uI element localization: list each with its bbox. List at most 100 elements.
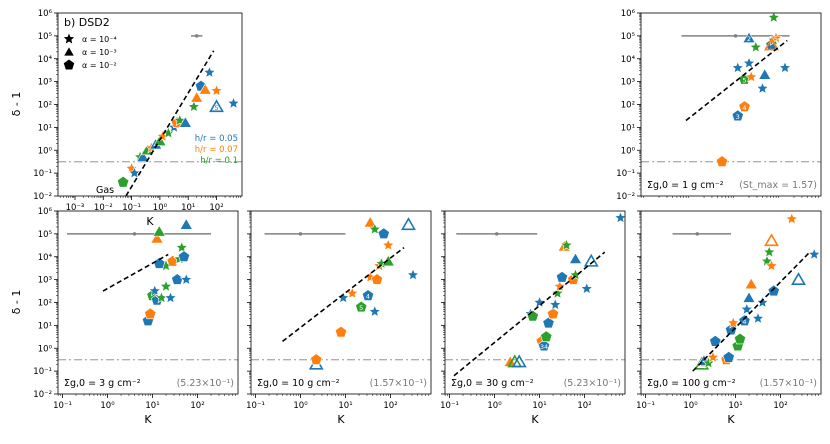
data-point-star (740, 302, 754, 315)
data-point-tri (758, 68, 772, 80)
panel-frame (640, 12, 822, 197)
data-point-star (336, 291, 350, 304)
data-point-tri (209, 99, 224, 113)
data-point-star (756, 295, 769, 308)
error-bar-center (733, 34, 738, 38)
data-point-star (762, 245, 776, 258)
panel-frame (444, 210, 626, 395)
point-label: 34 (540, 343, 548, 351)
data-point-star (706, 350, 720, 363)
y-tick-label: 10⁰ (38, 344, 53, 354)
y-tick-label: 10⁵ (38, 230, 52, 240)
data-point-pent (722, 351, 735, 363)
y-tick-label: 10³ (38, 78, 52, 88)
y-axis-label-bottom: δ - 1 (10, 290, 23, 315)
panel-plot-area (58, 218, 238, 361)
fit-line (453, 251, 606, 377)
x-tick-label: 10² (190, 401, 204, 411)
panel-frame (640, 210, 822, 395)
data-point-star (749, 40, 763, 53)
y-tick-label: 10³ (621, 78, 635, 88)
data-point-star (148, 284, 162, 297)
data-point-pent (738, 314, 751, 326)
x-tick-label: 10⁰ (293, 401, 308, 411)
point-label: 5 (774, 35, 778, 43)
data-point-star (533, 295, 546, 308)
error-bar-center (194, 34, 199, 38)
panel-frame (250, 210, 432, 395)
panel-plot-area: 5 (58, 34, 242, 196)
x-tick-label: 10⁻² (94, 203, 113, 213)
fit-line (102, 253, 169, 292)
panel-F: 10⁻¹ 10⁰ 10¹ 10² K 4 Σg,0 = 100 g cm⁻² (1.57×10… (636, 210, 822, 426)
y-tick-label: 10⁻¹ (616, 169, 635, 179)
y-tick-label: 10⁶ (621, 9, 636, 19)
x-tick-label: 10⁻¹ (122, 203, 141, 213)
data-point-star (210, 83, 223, 97)
y-tick-label: 10⁴ (38, 55, 53, 65)
y-tick-label: 10¹ (38, 123, 52, 133)
data-point-star (179, 272, 193, 286)
data-point-pent (555, 270, 569, 283)
x-tick-label: 10⁰ (683, 401, 698, 411)
data-point-star (548, 298, 562, 311)
panel-plot-area: 54 (251, 215, 431, 370)
data-point-tri (583, 253, 599, 267)
data-point-star (368, 222, 382, 235)
data-point-tri (152, 225, 166, 237)
data-point-pent (733, 332, 747, 345)
panel-st-value: (1.57×10⁻¹) (370, 378, 427, 389)
x-tick-label: 10² (209, 203, 223, 213)
data-point-star (731, 61, 745, 74)
y-tick-label: 10¹ (38, 321, 52, 331)
data-point-tri (742, 291, 756, 303)
legend-pentagon-icon (63, 59, 75, 70)
data-point-star (127, 166, 141, 179)
error-bar-center (298, 232, 303, 236)
y-tick-label: 10⁰ (38, 146, 53, 156)
x-axis-label: K (531, 413, 539, 426)
data-point-star (807, 247, 821, 260)
legend-alpha-label: α = 10⁻² (82, 61, 117, 70)
y-tick-label: 10⁰ (621, 146, 636, 156)
x-tick-label: 10² (383, 401, 397, 411)
data-point-tri (198, 83, 212, 95)
x-tick-label: 10⁰ (487, 401, 502, 411)
data-point-tri (742, 31, 756, 44)
panel-title: b) DSD2 (64, 16, 110, 29)
data-point-pent (117, 175, 130, 188)
data-point-star (767, 13, 781, 24)
data-point-star (751, 311, 765, 325)
panel-D: 10⁻¹ 10⁰ 10¹ 10² K 54 Σg,0 = 10 g cm⁻² (1.57×10… (246, 210, 432, 426)
x-tick-label: 10⁻³ (66, 203, 85, 213)
y-axis-label-top: δ - 1 (10, 92, 23, 117)
data-point-tri (150, 231, 164, 244)
data-point-pent (334, 325, 348, 338)
data-point-pent (542, 316, 555, 329)
panel-frame (57, 210, 239, 395)
x-tick-label: 10¹ (145, 401, 159, 411)
x-tick-label: 10⁰ (153, 203, 168, 213)
x-tick-label: 10¹ (728, 401, 742, 411)
data-point-pent (310, 353, 323, 365)
panel-st-value: (1.57×10⁻¹) (760, 378, 817, 389)
panel-plot-area: 34 5 5 2 (641, 13, 821, 167)
point-label: 5 (359, 304, 363, 312)
panel-st-value: (St_max = 1.57) (739, 180, 817, 191)
error-bar-center (695, 232, 700, 236)
panel-annotation: Σg,0 = 1 g cm⁻² (647, 180, 724, 191)
data-point-star (580, 281, 594, 295)
data-point-tri (179, 218, 193, 230)
fit-line (692, 251, 811, 372)
data-point-tri (381, 254, 395, 267)
panel-A: 10⁻² 10⁻¹ 10⁰ 10¹ 10² 10³ 10⁴ 10⁵ 10⁶ 10⁻³ 10⁻² 10⁻… (33, 9, 243, 228)
y-tick-label: 10⁻¹ (33, 367, 52, 377)
panel-E: 10⁻¹ 10⁰ 10¹ 10² K 34 Σg,0 = 30 g cm⁻² (5.23×10… (440, 210, 626, 426)
panel-st-value: (5.23×10⁻¹) (564, 378, 621, 389)
panel-B: 10⁻² 10⁻¹ 10⁰ 10¹ 10² 10³ 10⁴ 10⁵ 10⁶ 34 5 5 2 Σg,0 =… (616, 9, 822, 202)
x-tick-label: 10¹ (181, 203, 195, 213)
error-bar-center (494, 232, 499, 236)
data-point-pent (537, 339, 551, 352)
